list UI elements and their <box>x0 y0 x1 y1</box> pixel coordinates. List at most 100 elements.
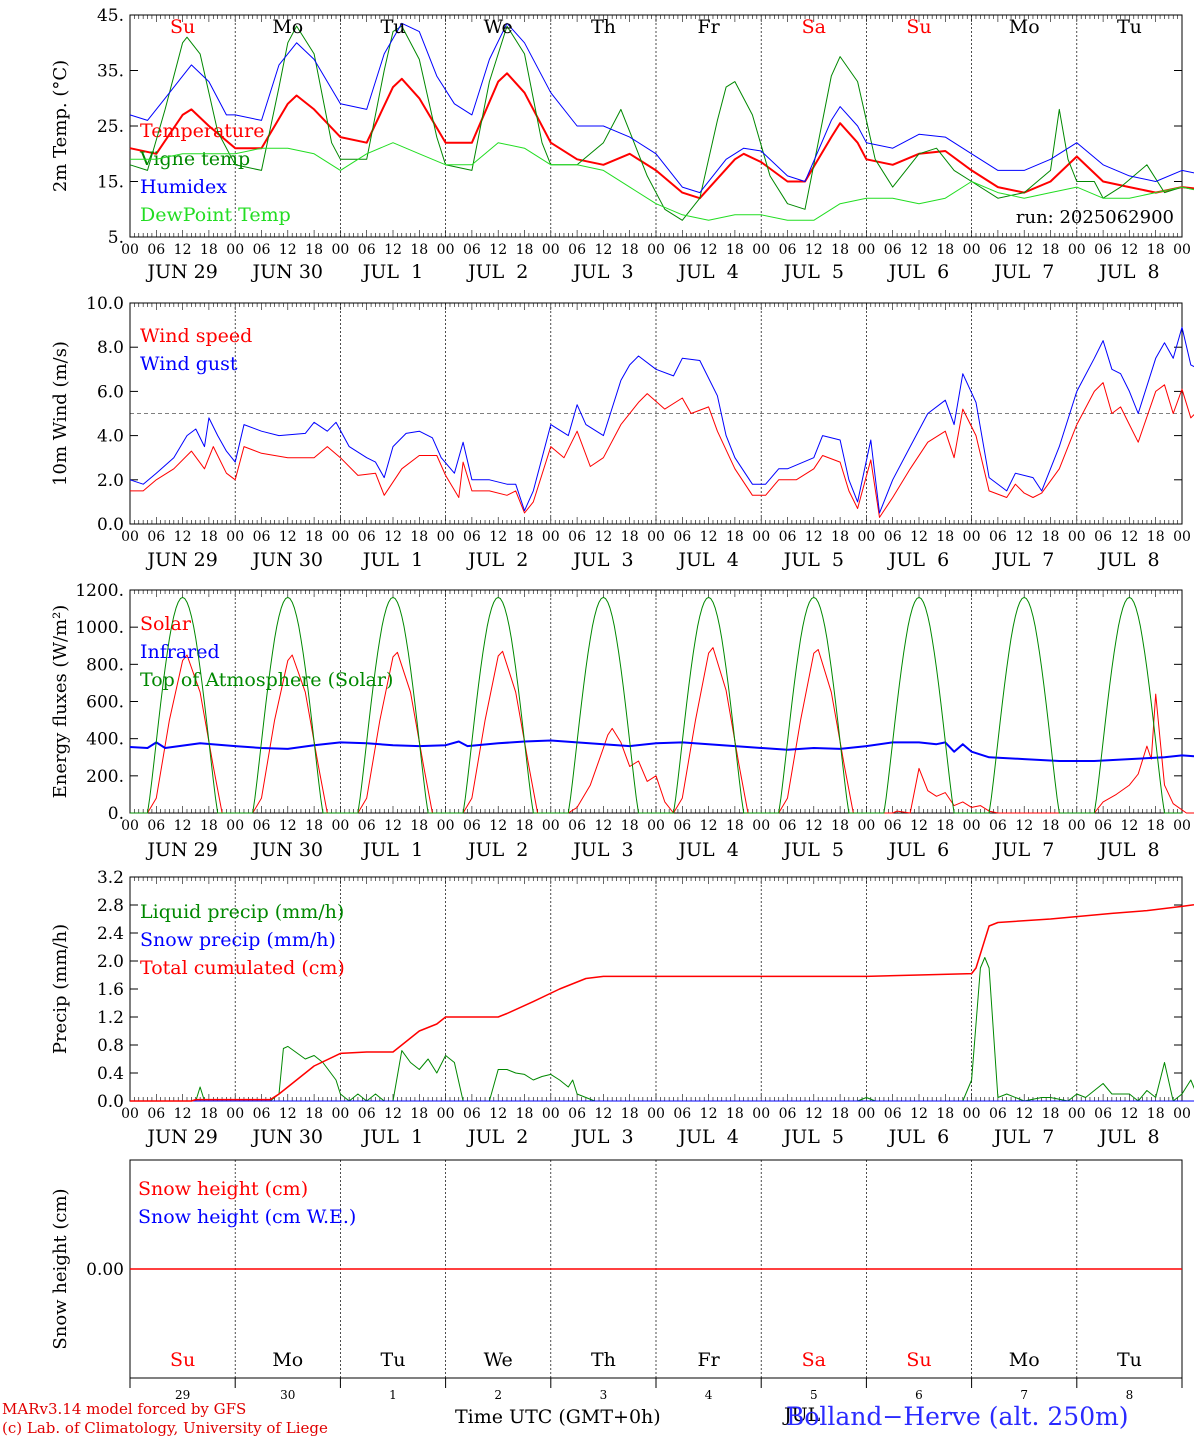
hour-label: 12 <box>174 529 192 545</box>
series-line-3 <box>130 596 1182 814</box>
hour-label: 12 <box>700 242 718 258</box>
hour-label: 18 <box>1042 529 1060 545</box>
hour-label: 00 <box>1173 242 1191 258</box>
hour-label: 12 <box>910 529 928 545</box>
hour-label: 12 <box>594 818 612 834</box>
y-tick-label: 0. <box>108 804 124 824</box>
y-tick-label: 2.0 <box>97 471 124 491</box>
hour-label: 12 <box>384 818 402 834</box>
legend-entry: Liquid precip (mm/h) <box>140 901 344 923</box>
hour-label: 06 <box>253 818 271 834</box>
hour-label: 12 <box>384 1106 402 1122</box>
day-name: We <box>484 16 513 38</box>
date-label: JUN 29 <box>145 549 217 571</box>
lab-text: (c) Lab. of Climatology, University of L… <box>2 1419 328 1437</box>
panel-3: 0. 200. 400. 600. 800. 1000. 1200.Energy fluxe… <box>50 581 1194 861</box>
hour-label: 06 <box>568 818 586 834</box>
hour-label: 18 <box>410 1106 428 1122</box>
hour-label: 06 <box>779 529 797 545</box>
hour-label: 18 <box>516 242 534 258</box>
hour-label: 18 <box>726 242 744 258</box>
day-name: Fr <box>697 16 720 38</box>
day-name: We <box>484 1349 513 1371</box>
hour-label: 06 <box>673 818 691 834</box>
y-axis-label: Energy fluxes (W/m²) <box>50 605 71 799</box>
series-line-1 <box>130 957 1194 1102</box>
y-tick-label: 0.00 <box>86 1260 124 1280</box>
hour-label: 12 <box>384 529 402 545</box>
panel-4: 0.0 0.4 0.8 1.2 1.6 2.0 2.4 2.8 3.2 Precip (mm/h)… <box>50 868 1194 1148</box>
hour-label: 18 <box>200 818 218 834</box>
hour-label: 06 <box>358 529 376 545</box>
legend-entry: Infrared <box>140 641 220 663</box>
hour-label: 00 <box>331 818 349 834</box>
day-name: Tu <box>381 16 406 38</box>
hour-label: 18 <box>936 818 954 834</box>
hour-label: 12 <box>594 1106 612 1122</box>
hour-label: 12 <box>489 529 507 545</box>
date-label: JUL 4 <box>676 549 738 571</box>
hour-label: 06 <box>147 818 165 834</box>
x-axis-title: Time UTC (GMT+0h) <box>455 1406 661 1428</box>
hour-label: 00 <box>1068 1106 1086 1122</box>
legend-entry: Snow height (cm W.E.) <box>138 1206 356 1228</box>
legend-entry: Wind speed <box>140 325 252 347</box>
hour-label: 18 <box>936 242 954 258</box>
y-tick-label: 800. <box>86 655 124 675</box>
date-label: JUL 2 <box>466 549 528 571</box>
day-number: 29 <box>175 1388 190 1402</box>
hour-label: 00 <box>752 818 770 834</box>
hour-label: 18 <box>305 242 323 258</box>
hour-label: 06 <box>568 529 586 545</box>
hour-label: 12 <box>1120 529 1138 545</box>
series-line-3 <box>130 903 1194 1102</box>
hour-label: 18 <box>305 818 323 834</box>
hour-label: 00 <box>542 529 560 545</box>
hour-label: 18 <box>831 529 849 545</box>
hour-label: 06 <box>147 1106 165 1122</box>
hour-label: 18 <box>1147 242 1165 258</box>
y-tick-label: 1000. <box>75 618 124 638</box>
day-name: Su <box>906 1349 931 1371</box>
hour-label: 18 <box>726 529 744 545</box>
hour-label: 18 <box>200 242 218 258</box>
hour-label: 00 <box>121 1106 139 1122</box>
hour-label: 00 <box>752 529 770 545</box>
hour-label: 12 <box>279 1106 297 1122</box>
hour-label: 12 <box>805 1106 823 1122</box>
date-label: JUL 5 <box>782 1126 844 1148</box>
date-label: JUN 30 <box>251 549 323 571</box>
date-label: JUL 2 <box>466 1126 528 1148</box>
y-tick-label: 400. <box>86 730 124 750</box>
hour-label: 06 <box>1094 242 1112 258</box>
hour-label: 12 <box>279 818 297 834</box>
hour-label: 00 <box>121 529 139 545</box>
hour-label: 00 <box>963 242 981 258</box>
series-line-1 <box>129 72 1194 200</box>
date-label: JUN 29 <box>145 839 217 861</box>
hour-label: 12 <box>174 818 192 834</box>
date-label: JUL 7 <box>992 1126 1054 1148</box>
hour-label: 00 <box>857 818 875 834</box>
date-label: JUL 1 <box>361 549 423 571</box>
hour-label: 00 <box>226 1106 244 1122</box>
hour-label: 12 <box>594 242 612 258</box>
day-name: Mo <box>272 16 303 38</box>
day-name: Fr <box>697 1349 720 1371</box>
model-credit: MARv3.14 model forced by GFS (c) Lab. of… <box>2 1400 328 1438</box>
day-number: 30 <box>280 1388 295 1402</box>
hour-label: 18 <box>1147 1106 1165 1122</box>
hour-label: 00 <box>647 529 665 545</box>
hour-label: 12 <box>594 529 612 545</box>
hour-label: 00 <box>331 529 349 545</box>
date-label: JUL 1 <box>361 261 423 283</box>
hour-label: 00 <box>542 818 560 834</box>
hour-label: 18 <box>831 1106 849 1122</box>
hour-label: 06 <box>1094 1106 1112 1122</box>
date-label: JUL 4 <box>676 261 738 283</box>
overlap-text: JUL <box>784 1404 821 1426</box>
hour-label: 18 <box>621 529 639 545</box>
hour-label: 00 <box>121 818 139 834</box>
hour-label: 18 <box>1147 818 1165 834</box>
hour-label: 06 <box>884 1106 902 1122</box>
